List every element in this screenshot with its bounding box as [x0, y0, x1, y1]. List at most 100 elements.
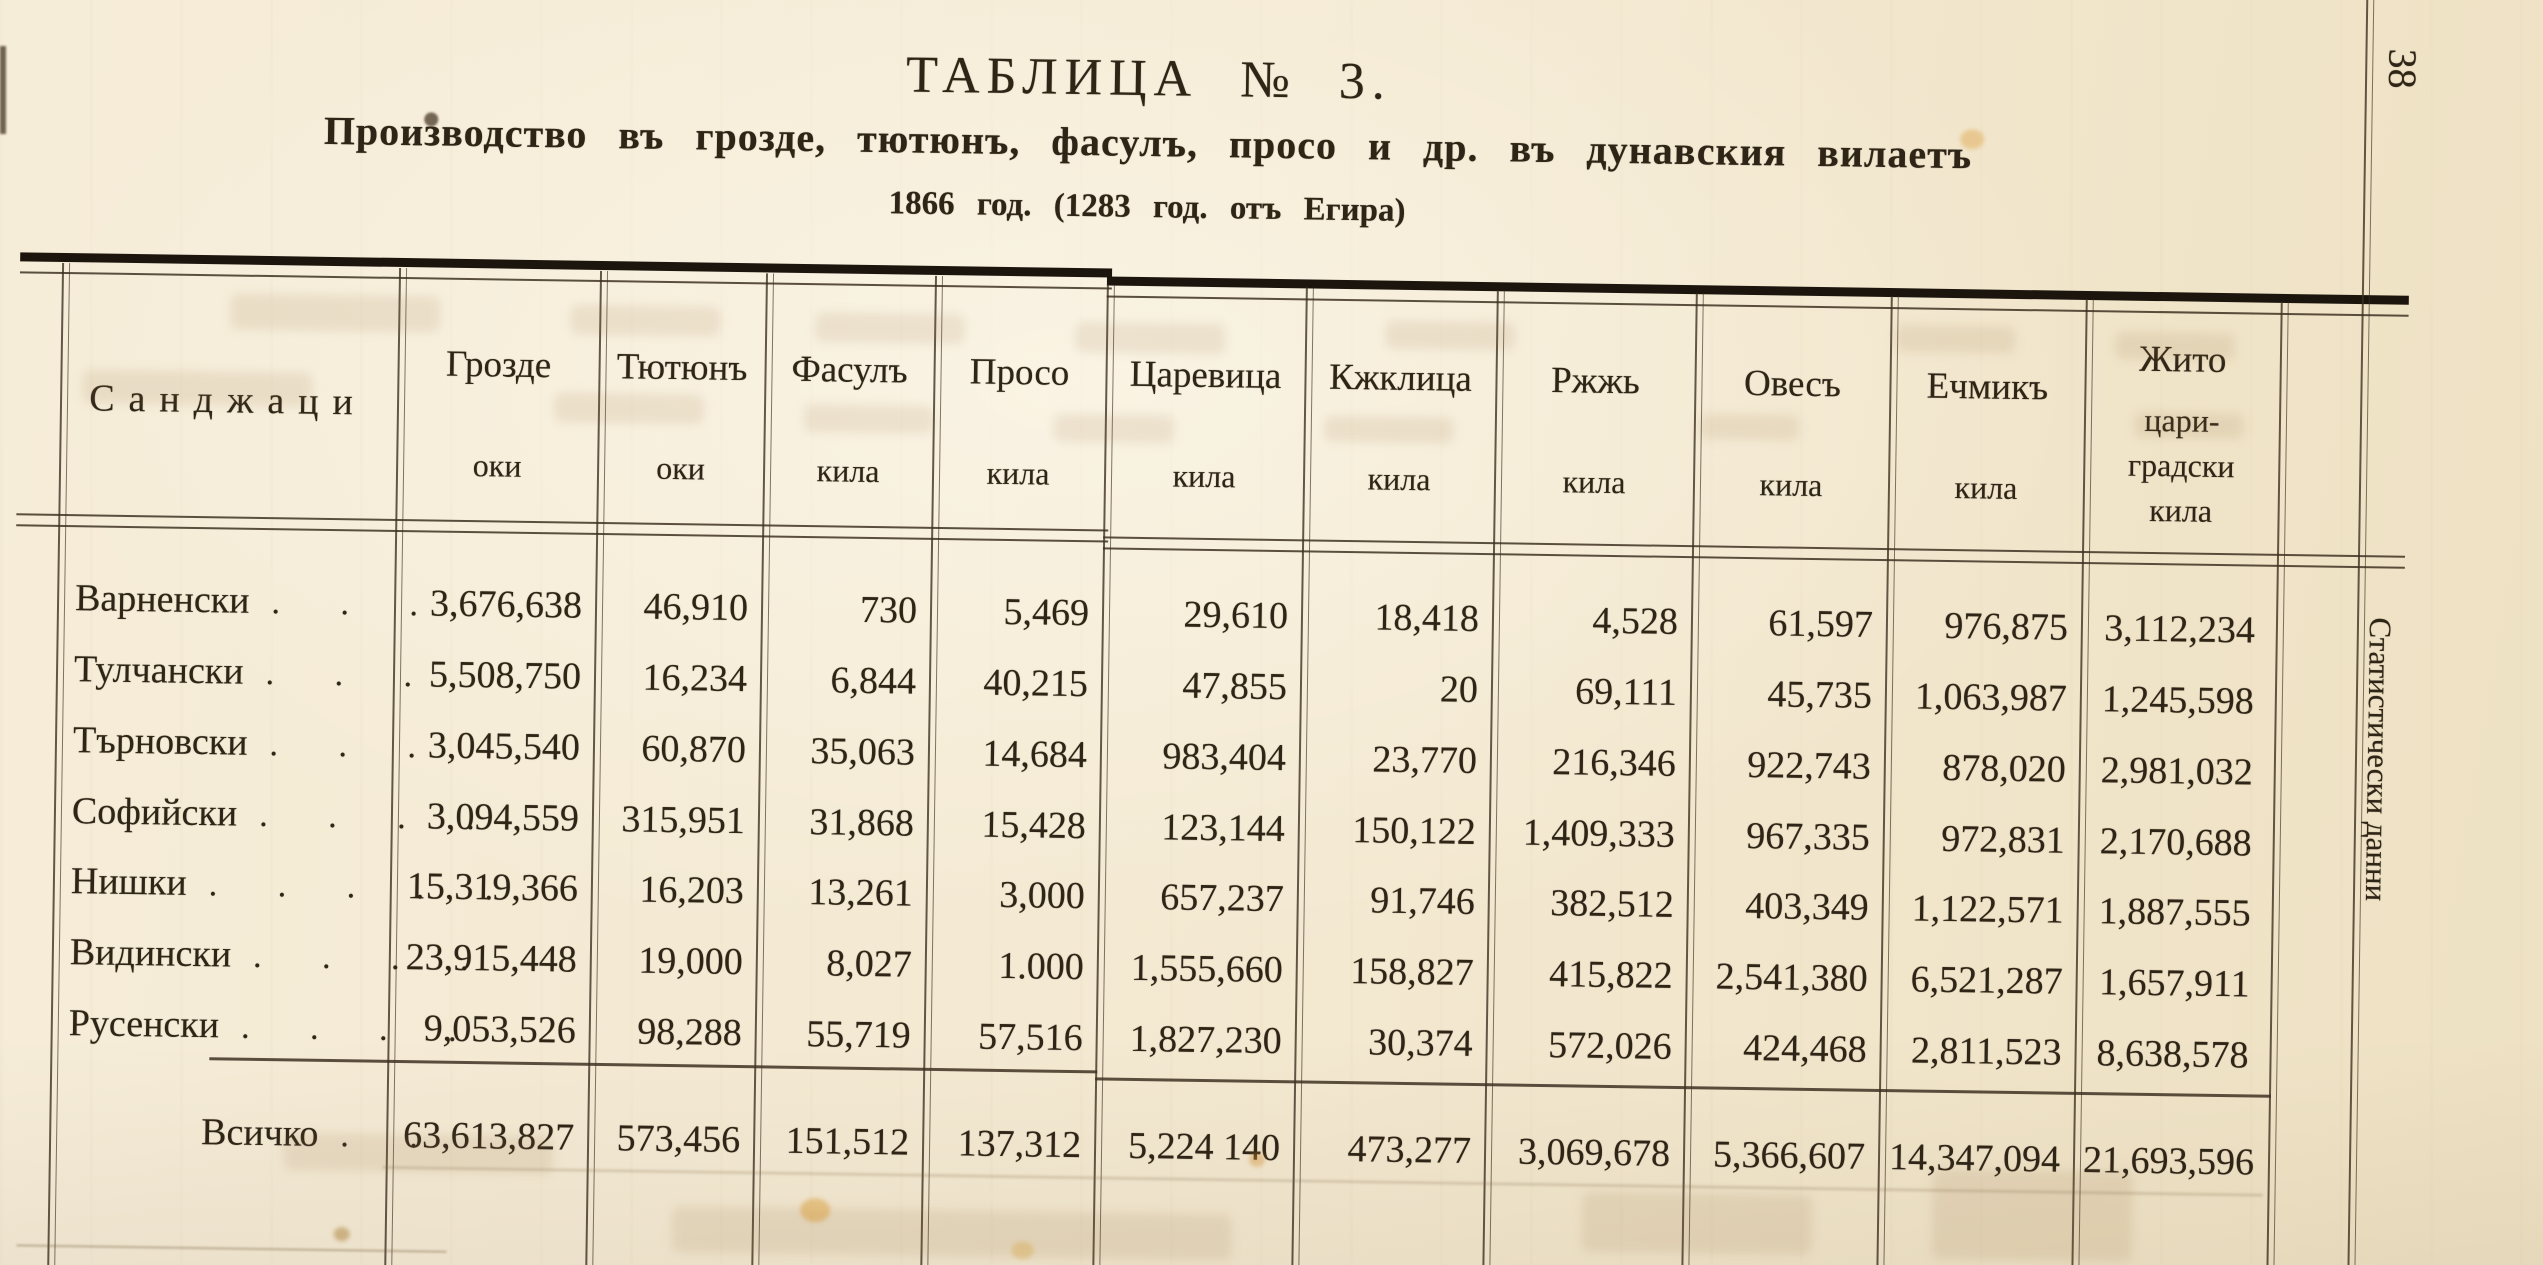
- table-cell: 57,516: [977, 1015, 1084, 1060]
- table-cell: 3,000: [999, 873, 1086, 918]
- table-cell: 216,346: [1552, 741, 1677, 785]
- table-cell: 150,122: [1352, 809, 1477, 853]
- column-header-tyutyun: Тютюнъ: [616, 346, 748, 390]
- bleed-through-smudge: [82, 369, 313, 407]
- bleed-through-smudge: [1698, 413, 1800, 441]
- table-cell: 2,170,688: [2099, 820, 2253, 865]
- bleed-through-smudge: [1581, 1191, 1813, 1256]
- table-cell: 1,409,333: [1522, 811, 1676, 856]
- paper-stain: [799, 1198, 831, 1223]
- table-cell: 19,000: [638, 939, 744, 984]
- row-label-tarnovski: Търновски. . .: [73, 718, 443, 767]
- table-cell: 1,063,987: [1914, 675, 2068, 720]
- table-cell: 47,855: [1182, 664, 1288, 709]
- header-rule-1-right: [1103, 536, 2406, 558]
- bleed-through-smudge: [570, 304, 721, 337]
- row-label-rusenski: Русенски. . . .: [68, 1001, 483, 1050]
- scratch-line: [16, 1244, 447, 1253]
- total-cell: 137,312: [957, 1122, 1082, 1167]
- bleed-through-smudge: [803, 403, 935, 434]
- table-cell: 2,981,032: [2100, 749, 2254, 794]
- table-cell: 35,063: [810, 730, 916, 774]
- table-cell: 60,870: [641, 727, 747, 772]
- bleed-through-smudge: [2114, 331, 2236, 362]
- bleed-through-smudge: [230, 293, 441, 333]
- table-cell: 2,811,523: [1910, 1029, 2062, 1074]
- total-cell: 3,069,678: [1517, 1130, 1671, 1175]
- column-header-echmik: Ечмикъ: [1926, 365, 2049, 409]
- row-label-vidinski: Видински. . . .: [69, 930, 495, 979]
- column-unit-proso: кила: [986, 454, 1050, 492]
- column-unit-zhito-line3: кила: [2148, 491, 2213, 529]
- header-rule-2-right: [1102, 547, 2405, 569]
- table-cell: 91,746: [1369, 879, 1476, 923]
- table-cell: 424,468: [1742, 1026, 1867, 1071]
- table-cell: 1,887,555: [2098, 890, 2252, 935]
- table-cell: 403,349: [1744, 884, 1870, 929]
- table-cell: 98,288: [636, 1010, 743, 1055]
- table-cell: 15,319,366: [406, 865, 579, 910]
- table-cell: 9,053,526: [423, 1007, 577, 1052]
- column-unit-tsarevitsa: кила: [1172, 457, 1236, 495]
- column-unit-tyutyun: оки: [656, 449, 706, 487]
- column-header-razh: Ржжь: [1550, 360, 1641, 403]
- table-cell: 6,844: [830, 659, 917, 703]
- table-cell: 967,335: [1745, 815, 1871, 859]
- table-cell: 40,215: [983, 661, 1089, 706]
- row-label-varnenski: Варненски. . .: [75, 576, 444, 625]
- table-cell: 3,045,540: [427, 724, 581, 769]
- table-cell: 6,521,287: [1910, 958, 2063, 1003]
- table-cell: 8,027: [825, 942, 913, 986]
- page-number: 38: [2379, 48, 2426, 89]
- table-cell: 18,418: [1374, 596, 1480, 641]
- row-label-text: Видински: [69, 931, 232, 976]
- table-cell: 16,234: [642, 656, 748, 701]
- table-cell: 55,719: [805, 1013, 912, 1057]
- table-cell: 382,512: [1549, 882, 1675, 926]
- table-cell: 1,657,911: [2098, 961, 2250, 1006]
- table-cell: 1,827,230: [1129, 1017, 1283, 1063]
- bleed-through-smudge: [815, 312, 966, 345]
- column-header-kuklitsa: Кжклица: [1328, 356, 1473, 400]
- paper-stain: [1011, 1241, 1034, 1260]
- table-cell: 878,020: [1942, 746, 2067, 791]
- bleed-through-smudge: [2133, 411, 2245, 440]
- table-cell: 415,822: [1548, 953, 1674, 997]
- table-cell: 30,374: [1367, 1021, 1473, 1065]
- table-cell: 572,026: [1547, 1024, 1672, 1068]
- total-cell: 473,277: [1347, 1128, 1472, 1172]
- total-cell: 151,512: [785, 1119, 910, 1164]
- table-cell: 123,144: [1161, 806, 1286, 851]
- table-cell: 31,868: [809, 801, 915, 845]
- table-cell: 20: [1439, 668, 1479, 711]
- bleed-through-smudge: [1323, 415, 1454, 444]
- margin-note: Статистически данни: [2358, 617, 2399, 902]
- table-cell: 1,245,598: [2101, 678, 2255, 723]
- row-label-text: Нишки: [70, 860, 188, 904]
- table-cell: 1,555,660: [1130, 946, 1284, 992]
- column-header-fasul: Фасулъ: [791, 348, 908, 392]
- bleed-through-smudge: [1931, 1168, 2133, 1262]
- table-cell: 5,508,750: [428, 653, 582, 698]
- paper-stain: [1960, 129, 1985, 150]
- row-label-sofiyski: Софийски. . . .: [71, 789, 501, 838]
- column-unit-razh: кила: [1562, 463, 1626, 501]
- row-label-text: Тулчански: [73, 648, 244, 693]
- bleed-through-smudge: [1074, 321, 1226, 355]
- bleed-through-smudge: [553, 392, 705, 425]
- table-cell: 14,684: [982, 732, 1088, 777]
- bleed-through-smudge: [1053, 413, 1174, 444]
- row-label-text: Русенски: [68, 1002, 220, 1047]
- table-cell: 69,111: [1574, 670, 1678, 714]
- column-unit-kuklitsa: кила: [1367, 460, 1431, 498]
- table-cell: 5,469: [1003, 590, 1090, 635]
- table-cell: 976,875: [1944, 604, 2069, 649]
- table-cell: 15,428: [981, 803, 1087, 848]
- row-label-text: Софийски: [71, 790, 238, 835]
- table-cell: 61,597: [1768, 602, 1874, 646]
- table-cell: 16,203: [639, 868, 745, 913]
- column-unit-oves: кила: [1759, 466, 1823, 504]
- scan-edge-artifact: [0, 46, 6, 134]
